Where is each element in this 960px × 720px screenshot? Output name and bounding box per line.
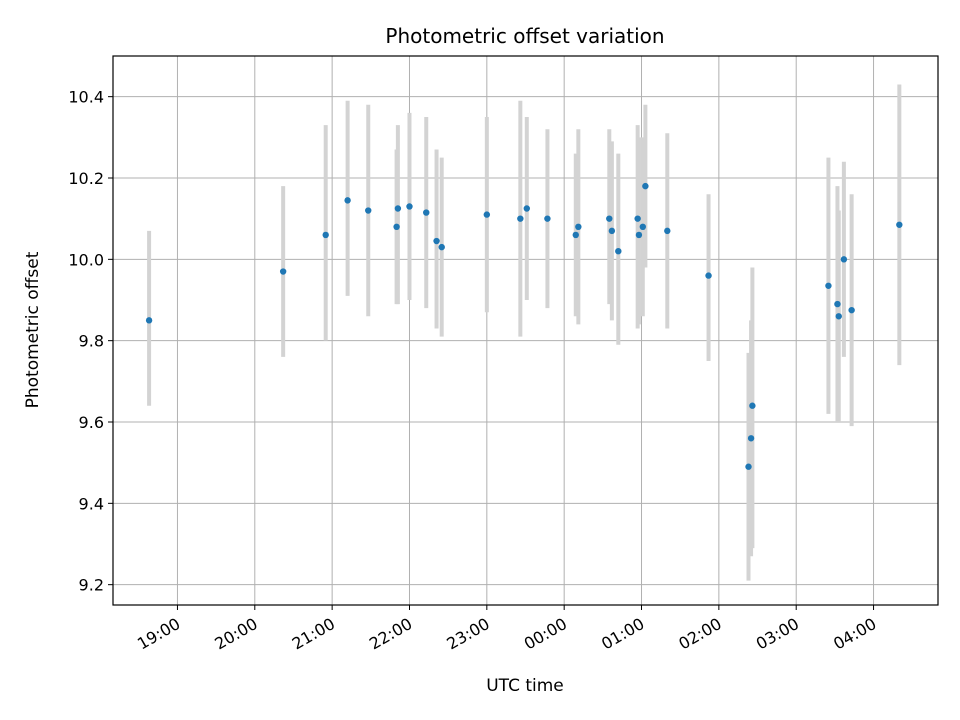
data-point xyxy=(834,300,841,308)
data-point xyxy=(393,223,400,230)
data-point xyxy=(835,313,842,320)
data-point xyxy=(608,227,616,235)
data-point xyxy=(433,237,440,245)
data-point xyxy=(406,203,413,210)
data-point xyxy=(615,248,622,255)
data-point xyxy=(145,317,153,324)
data-point xyxy=(575,223,582,230)
data-point xyxy=(606,215,613,222)
data-point xyxy=(344,197,351,204)
data-point xyxy=(635,231,643,239)
data-point xyxy=(517,215,524,222)
data-point xyxy=(483,211,491,218)
y-tick-label: 10.0 xyxy=(68,250,104,269)
data-point xyxy=(365,207,372,214)
data-point xyxy=(572,231,579,239)
y-axis-label: Photometric offset xyxy=(23,251,43,408)
data-point xyxy=(544,215,551,222)
data-point xyxy=(705,272,712,279)
data-point xyxy=(438,243,445,251)
chart-title: Photometric offset variation xyxy=(385,24,664,48)
y-tick-label: 9.4 xyxy=(79,494,104,513)
data-point xyxy=(322,231,329,239)
data-point xyxy=(634,215,641,222)
grid xyxy=(113,56,938,605)
data-point xyxy=(394,205,402,212)
data-point xyxy=(639,223,647,230)
data-point xyxy=(848,306,855,314)
y-tick-label: 9.6 xyxy=(79,413,104,432)
data-point xyxy=(747,435,755,442)
y-tick-label: 10.2 xyxy=(68,169,104,188)
data-point xyxy=(896,221,903,228)
data-point xyxy=(840,256,848,263)
data-point xyxy=(279,268,287,275)
data-point xyxy=(749,402,756,409)
data-point xyxy=(664,227,671,235)
data-point xyxy=(523,205,530,212)
plot-frame xyxy=(112,55,939,606)
data-points xyxy=(145,182,903,470)
data-point xyxy=(825,282,832,289)
y-tick-label: 9.2 xyxy=(79,576,104,595)
data-point xyxy=(423,209,430,216)
y-axis: 9.2 9.4 9.6 9.8 10.0 10.2 10.4 xyxy=(68,88,113,595)
y-tick-label: 10.4 xyxy=(68,88,104,107)
data-point xyxy=(745,463,752,470)
y-tick-label: 9.8 xyxy=(79,332,104,351)
x-axis-label: UTC time xyxy=(486,676,564,696)
data-point xyxy=(642,182,649,190)
